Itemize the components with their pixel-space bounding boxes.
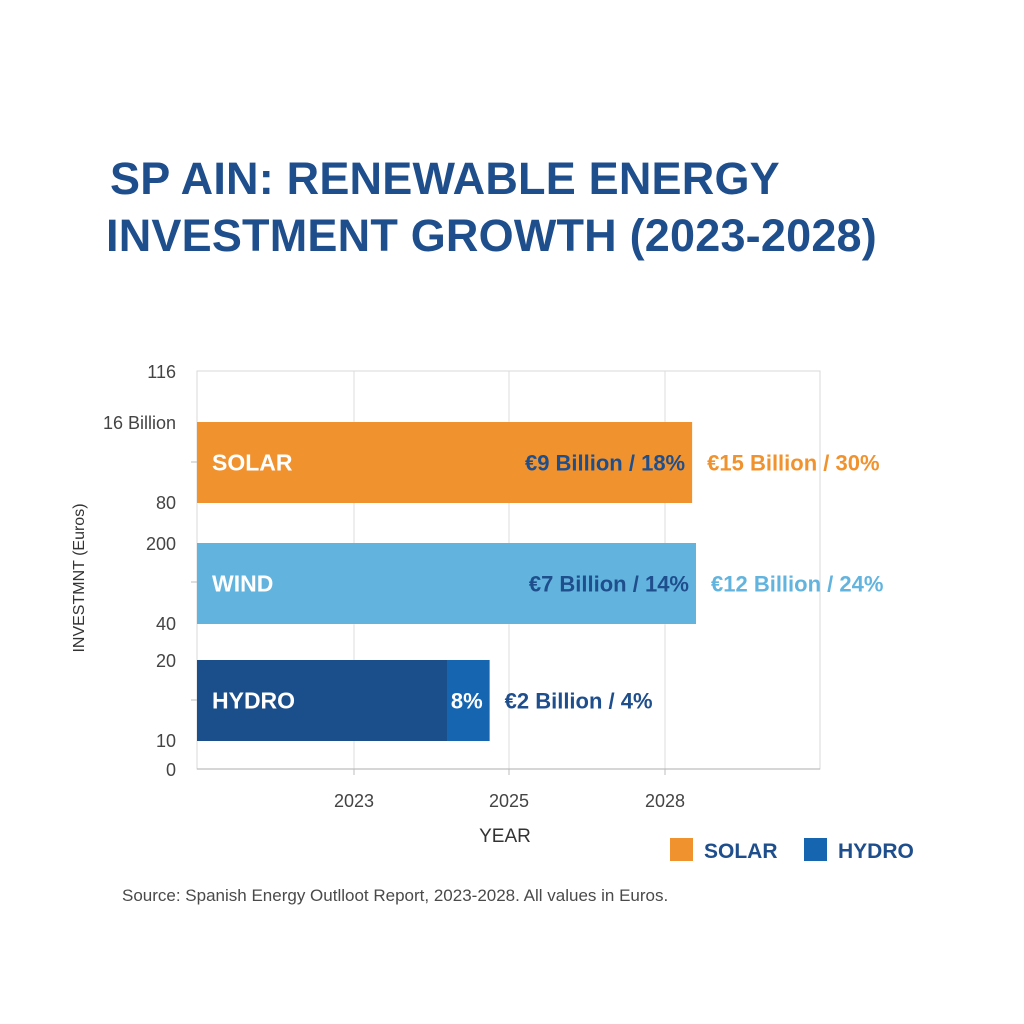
x-tick-label: 2025 [489,791,529,811]
bar-solar-inner-label: €9 Billion / 18% [525,451,685,476]
legend-swatch-hydro [804,838,827,861]
chart-title-line-2: INVESTMENT GROWTH (2023-2028) [106,210,877,261]
bar-wind-inner-label: €7 Billion / 14% [529,572,689,597]
source-note: Source: Spanish Energy Outlloot Report, … [122,886,669,905]
y-tick-label: 116 [147,362,176,382]
y-tick-label: 0 [166,760,176,780]
bar-hydro-segment [447,660,490,741]
chart-title-line-1: SP AIN: RENEWABLE ENERGY [110,153,780,204]
y-tick-label: 80 [156,493,176,513]
x-tick-label: 2023 [334,791,374,811]
legend-label-solar: SOLAR [704,840,778,863]
x-axis-title: YEAR [479,826,531,847]
legend-swatch-solar [670,838,693,861]
bar-solar [197,422,693,503]
y-axis-title: INVESTMNT (Euros) [71,503,88,652]
chart-title: SP AIN: RENEWABLE ENERGY INVESTMENT GROW… [106,150,986,264]
bar-wind-outer-label: €12 Billion / 24% [711,572,883,597]
y-tick-label: 40 [156,614,176,634]
x-tick-label: 2028 [645,791,685,811]
legend-label-hydro: HYDRO [838,840,914,863]
bar-wind [197,543,696,624]
bar-hydro-name: HYDRO [212,688,295,714]
y-tick-label: 16 Billion [103,413,176,433]
bar-hydro-outer-label: €2 Billion / 4% [505,689,653,714]
bar-hydro [197,660,447,741]
bar-hydro-inner-label: 8% [451,689,483,714]
y-tick-label: 10 [156,731,176,751]
y-tick-label: 200 [146,534,176,554]
bar-wind-name: WIND [212,571,273,597]
y-tick-label: 20 [156,651,176,671]
bar-solar-name: SOLAR [212,450,293,476]
bar-solar-outer-label: €15 Billion / 30% [707,451,879,476]
